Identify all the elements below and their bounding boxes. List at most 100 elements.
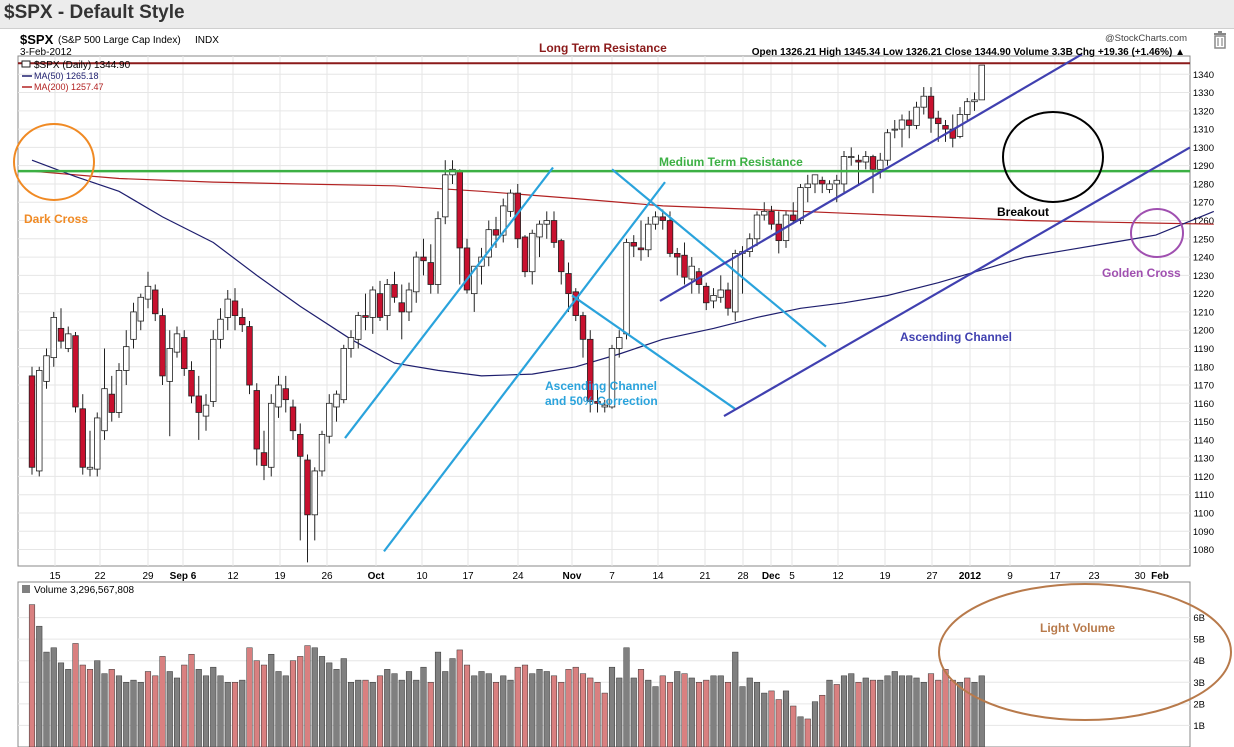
y-tick-label: 1160: [1194, 399, 1214, 410]
channel-light-upper-1: [344, 166, 554, 439]
volume-bar: [391, 673, 398, 747]
candle: [188, 361, 195, 404]
candle: [311, 467, 318, 541]
volume-bar: [927, 673, 935, 747]
volume-bar: [181, 664, 188, 747]
medium-term-resistance-label: Medium Term Resistance: [659, 155, 803, 169]
volume-bar: [536, 669, 543, 747]
volume-bar: [355, 679, 362, 747]
x-tick-label: 23: [1088, 571, 1100, 582]
legend-ma50: MA(50) 1265.18: [34, 71, 99, 81]
volume-bar: [710, 675, 717, 747]
volume-bar: [449, 658, 456, 747]
candle: [652, 211, 659, 230]
x-tick-label: Sep 6: [170, 571, 197, 582]
volume-bar: [732, 651, 739, 747]
ascending-channel-correction-label-2: and 50% Correction: [545, 394, 658, 408]
candle: [826, 180, 833, 194]
volume-bar: [43, 651, 50, 747]
volume-bar: [848, 673, 855, 747]
volume-bar: [949, 679, 956, 747]
candle: [391, 271, 398, 303]
candle: [137, 293, 144, 331]
candle: [347, 330, 355, 358]
volume-bar: [964, 677, 971, 747]
candle: [260, 430, 268, 481]
candle: [717, 275, 724, 303]
x-tick-label: Oct: [368, 571, 385, 582]
trash-icon[interactable]: [1212, 31, 1228, 49]
volume-bar: [971, 682, 978, 747]
candle: [289, 399, 297, 440]
breakout-circle: [1002, 111, 1104, 203]
volume-bar: [65, 669, 72, 747]
candle: [746, 233, 753, 258]
volume-bar: [159, 656, 166, 747]
chart-date: 3-Feb-2012: [20, 47, 72, 58]
y-tick-label: 1190: [1194, 344, 1214, 355]
candle: [246, 321, 253, 395]
volume-bar: [717, 675, 724, 747]
candle: [927, 87, 935, 133]
candle: [115, 363, 123, 418]
y-tick-label: 1080: [1193, 545, 1214, 556]
candle: [732, 249, 739, 322]
volume-bar: [521, 664, 529, 747]
channel-light-lower-2: [571, 294, 736, 410]
golden-cross-label: Golden Cross: [1102, 266, 1181, 280]
candle: [637, 220, 645, 261]
x-tick-label: 10: [416, 571, 428, 582]
volume-bar: [420, 666, 427, 747]
candle: [659, 209, 666, 230]
volume-bar: [384, 669, 391, 747]
candle: [971, 92, 978, 111]
volume-bar: [471, 675, 478, 747]
candle: [804, 174, 811, 203]
x-tick-label: Feb: [1151, 571, 1169, 582]
candle: [768, 205, 775, 230]
candle: [507, 189, 514, 217]
volume-bar: [797, 716, 804, 747]
volume-bar: [311, 647, 318, 747]
dark-cross-label: Dark Cross: [24, 212, 88, 226]
candle: [282, 375, 289, 413]
candle: [210, 330, 217, 407]
channel-dark-upper: [659, 53, 1083, 302]
candle: [355, 311, 362, 349]
legend: $SPX (Daily) 1344.90 MA(50) 1265.18 MA(2…: [21, 60, 131, 92]
candle: [710, 288, 717, 309]
candle: [884, 129, 891, 166]
volume-bar: [173, 677, 181, 747]
exchange-label: INDX: [195, 35, 219, 46]
candle: [43, 348, 50, 389]
candle: [558, 238, 565, 285]
candle: [239, 308, 246, 333]
volume-bar: [543, 671, 550, 747]
volume-bar: [869, 679, 877, 747]
candle: [942, 119, 949, 142]
volume-bar: [57, 662, 65, 747]
x-tick-label: 14: [652, 571, 664, 582]
volume-bar: [94, 660, 101, 747]
volume-bar: [202, 675, 210, 747]
volume-bar: [906, 675, 913, 747]
candle: [420, 238, 427, 276]
y-tick-label: 1300: [1193, 143, 1214, 154]
candle: [101, 348, 108, 440]
candle: [848, 147, 855, 166]
volume-bar: [413, 679, 420, 747]
volume-bar: [427, 682, 434, 747]
title-bar: $SPX - Default Style: [0, 0, 1234, 29]
legend-price: $SPX (Daily) 1344.90: [34, 60, 131, 71]
volume-bar: [456, 649, 463, 747]
candle: [224, 289, 231, 331]
dark-cross-circle: [13, 123, 95, 201]
volume-bar: [782, 690, 790, 747]
volume-bar: [761, 692, 768, 747]
volume-bar: [674, 671, 681, 747]
volume-bar: [485, 673, 492, 747]
candle: [86, 430, 94, 477]
volume-bar: [108, 669, 115, 747]
candle: [645, 216, 652, 258]
volume-bar: [956, 682, 964, 747]
